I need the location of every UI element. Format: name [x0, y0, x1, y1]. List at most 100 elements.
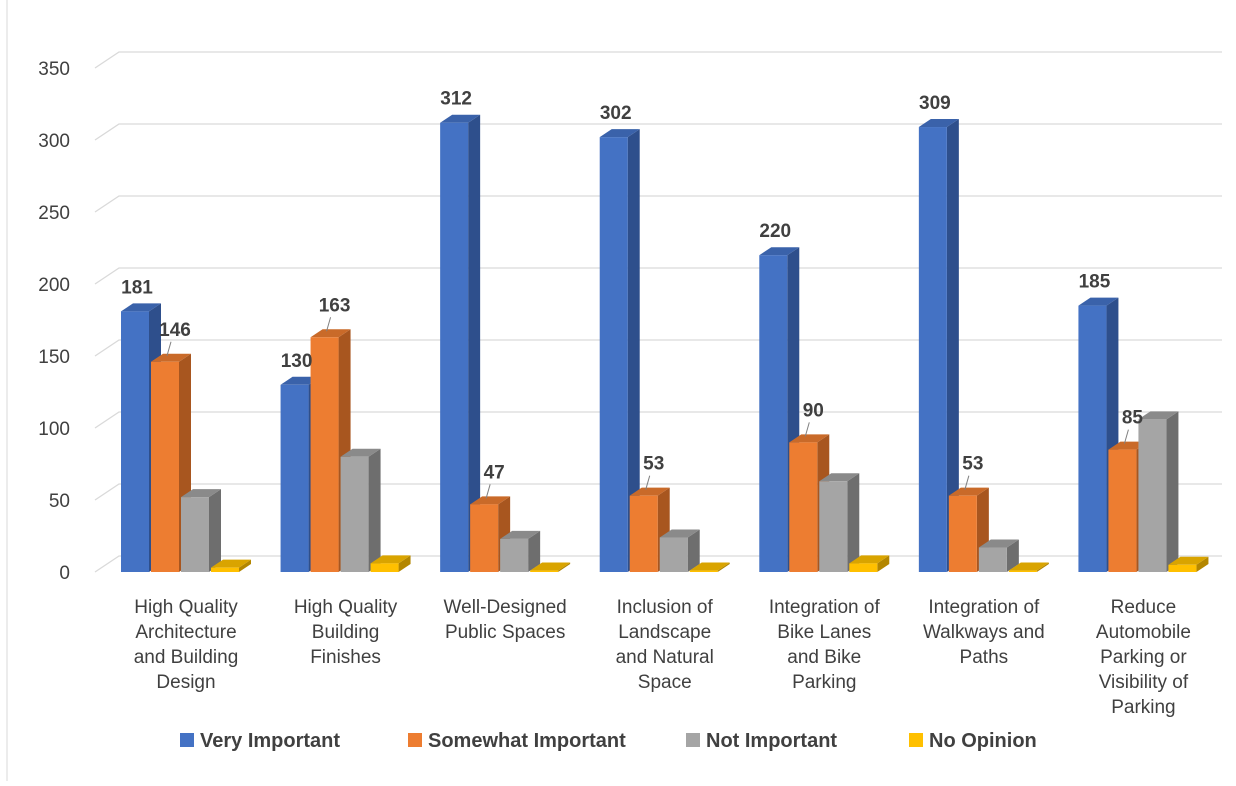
bar [1138, 411, 1179, 572]
gridline [94, 339, 1222, 357]
y-tick-label: 0 [59, 563, 70, 584]
bar-side [877, 555, 890, 572]
y-axis: 0 50 100 150 200 250 300 350 [38, 59, 70, 584]
x-category-label: Integration of Bike Lanes and Bike Parking [769, 597, 881, 693]
legend-entry: Not Important [686, 730, 837, 752]
bar [181, 489, 221, 572]
bar-front [978, 547, 1007, 572]
bar-front [440, 122, 469, 572]
bar-front [211, 567, 239, 572]
bar-front [689, 570, 718, 572]
bar-side [1166, 411, 1179, 572]
data-label: 90 [803, 400, 824, 421]
bar-top [978, 539, 1019, 548]
y-tick-label: 250 [38, 203, 70, 224]
data-label: 163 [319, 295, 351, 316]
bar [918, 119, 959, 572]
data-label: 302 [600, 103, 632, 124]
legend-entry: Somewhat Important [408, 730, 626, 752]
bar-front [280, 384, 309, 572]
gridline [94, 411, 1222, 429]
data-label: 146 [159, 320, 191, 341]
x-category-label: Integration of Walkways and Paths [923, 597, 1045, 668]
bar-front [121, 311, 149, 572]
legend-label: Not Important [706, 730, 837, 752]
bar-side [1036, 562, 1049, 572]
data-labels: 181 146 130 163 312 47 302 53 220 90 309 53 185 85 [121, 89, 1143, 499]
bar-front [181, 497, 209, 572]
leader-line [804, 422, 810, 437]
bar [370, 555, 411, 572]
bar-front [1168, 564, 1197, 572]
bar-top [759, 247, 800, 256]
bar-top [500, 530, 541, 539]
y-tick-label: 300 [38, 131, 70, 152]
bar-side [468, 114, 481, 572]
data-label: 85 [1122, 408, 1144, 429]
bar-side [398, 555, 411, 572]
bar-front [1108, 449, 1137, 572]
data-label: 220 [759, 221, 791, 242]
x-category-label: Well-Designed Public Spaces [444, 597, 567, 643]
gridline [94, 51, 1222, 69]
x-category-label: High Quality Building Finishes [294, 597, 398, 668]
bar-top [819, 473, 860, 482]
data-label: 185 [1079, 272, 1111, 293]
bar-top [121, 303, 161, 312]
legend-swatch [909, 733, 923, 747]
bar-side [627, 129, 640, 572]
data-label: 312 [440, 89, 472, 110]
bar-front [918, 127, 947, 572]
leader-line [645, 475, 651, 490]
bar-top [340, 448, 381, 457]
bar-side [1006, 539, 1019, 572]
legend: Very Important Somewhat Important Not Impo… [180, 730, 1037, 752]
x-category-label: Inclusion of Landscape and Natural Space [616, 597, 714, 693]
leader-line [1123, 429, 1129, 444]
leader-line [964, 475, 970, 490]
bar [819, 473, 860, 572]
bar-top [659, 529, 700, 538]
bar-top [1168, 556, 1209, 565]
data-label: 181 [121, 277, 153, 298]
bar-side [368, 448, 381, 572]
x-category-label: High Quality Architecture and Building Desi… [134, 597, 239, 693]
bar-top [370, 555, 411, 564]
bar-top [599, 129, 640, 138]
data-label: 309 [919, 93, 951, 114]
bar-front [629, 495, 658, 572]
y-tick-label: 50 [49, 491, 70, 512]
data-label: 47 [484, 462, 505, 483]
bar-front [1078, 305, 1107, 572]
bar-top [689, 562, 730, 571]
legend-swatch [180, 733, 194, 747]
bars [121, 114, 1209, 572]
y-tick-label: 350 [38, 59, 70, 80]
bar-top [440, 114, 481, 123]
leader-line [166, 341, 172, 356]
bar-front [1008, 570, 1037, 572]
bar [340, 448, 381, 572]
bar-front [470, 504, 499, 572]
bar [440, 114, 481, 572]
leader-line [326, 317, 332, 332]
legend-swatch [408, 733, 422, 747]
bar [689, 562, 730, 572]
bar-side [558, 562, 571, 572]
bar [659, 529, 700, 572]
bar-top [918, 119, 959, 128]
bar-front [599, 137, 628, 572]
bar-front [849, 563, 878, 572]
legend-label: Very Important [200, 730, 340, 752]
bar-top [629, 487, 670, 496]
bar-top [948, 487, 989, 496]
bar-front [530, 570, 559, 572]
bar-top [1078, 297, 1119, 306]
bar [310, 329, 351, 572]
x-axis: High Quality Architecture and Building Desi… [134, 597, 1191, 718]
gridline [94, 123, 1222, 141]
bar-top [310, 329, 351, 338]
y-tick-label: 100 [38, 419, 70, 440]
bar-side [239, 559, 251, 572]
